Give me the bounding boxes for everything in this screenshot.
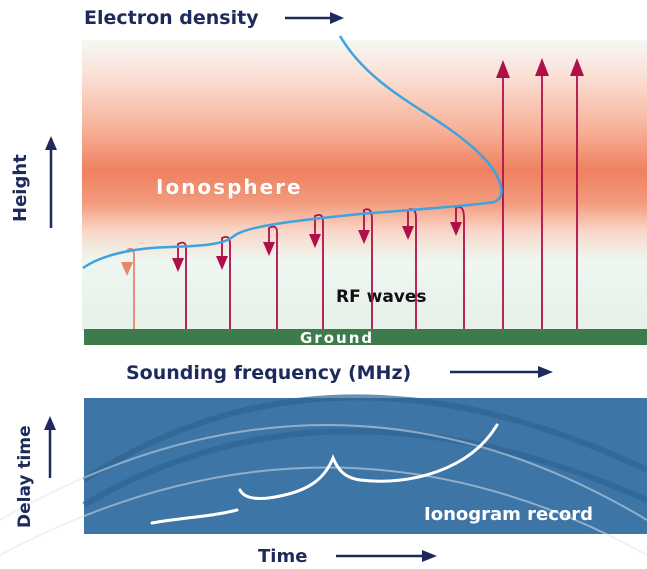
penetrating-rays <box>502 72 578 330</box>
ray-3 <box>221 235 231 330</box>
electron-density-arrow <box>285 12 344 24</box>
height-arrow <box>45 136 57 228</box>
ionogram-record-label: Ionogram record <box>424 504 593 525</box>
height-label: Height <box>10 154 31 222</box>
time-label: Time <box>258 546 307 567</box>
time-arrow <box>336 550 437 562</box>
delay-time-arrow <box>44 416 56 478</box>
ray-4 <box>268 225 278 330</box>
ground-strip <box>84 329 647 345</box>
sounding-frequency-arrow <box>450 366 553 378</box>
sounding-frequency-label: Sounding frequency (MHz) <box>126 362 411 384</box>
ray-5 <box>314 213 324 330</box>
ray-6 <box>363 208 373 330</box>
ray-8 <box>455 206 465 330</box>
reflected-ray-arrowheads <box>121 222 462 276</box>
trace-segment-1 <box>150 508 239 525</box>
penetrating-ray-arrowheads <box>496 58 584 78</box>
delay-time-label: Delay time <box>15 425 35 528</box>
ray-2 <box>177 241 187 330</box>
ionosphere-panel <box>82 40 647 330</box>
rf-waves-label: RF waves <box>336 287 427 307</box>
ionosphere-label: Ionosphere <box>156 175 303 199</box>
trace-segment-2 <box>238 423 499 500</box>
electron-density-curve <box>82 35 503 270</box>
electron-density-label: Electron density <box>84 7 259 29</box>
ionogram-trace <box>150 423 499 525</box>
background-arcs <box>82 394 647 508</box>
ground-label: Ground <box>300 329 374 347</box>
